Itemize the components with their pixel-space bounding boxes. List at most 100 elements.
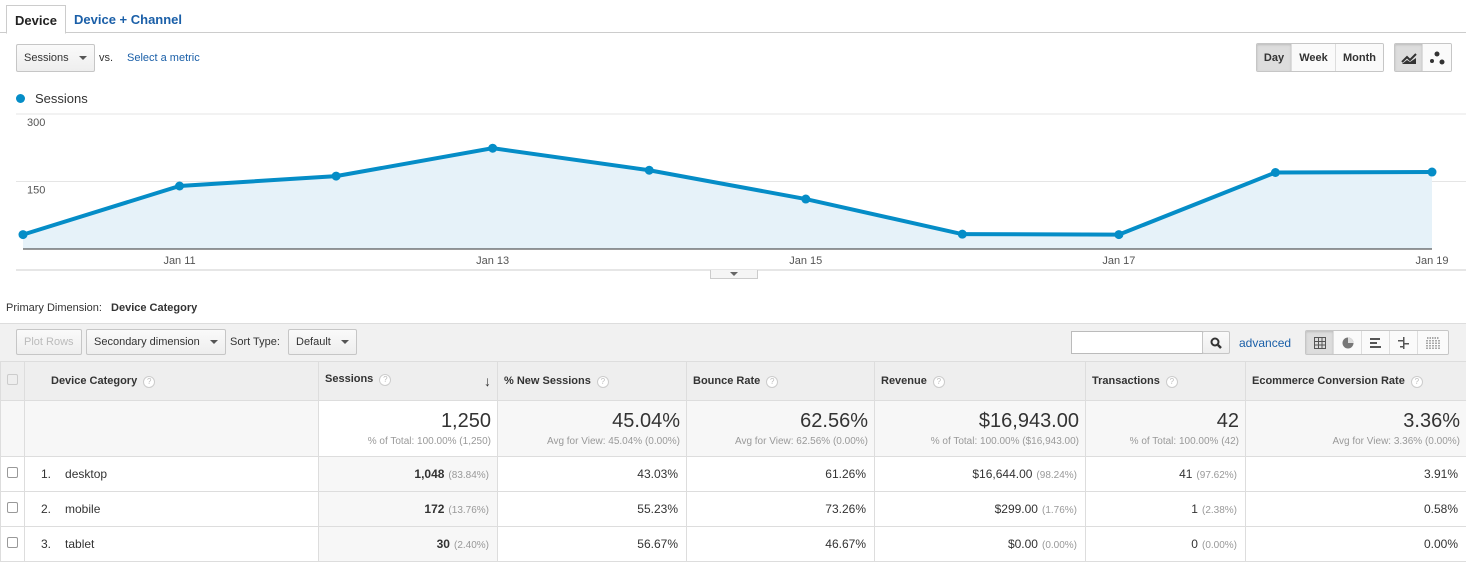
total-value: 45.04% <box>504 410 680 433</box>
transactions-pct: (2.38%) <box>1202 505 1237 516</box>
sessions-value: 172 <box>424 502 444 516</box>
metric-dropdown[interactable]: Sessions <box>16 44 95 72</box>
col-label: % New Sessions <box>504 375 591 387</box>
col-device-category[interactable]: Device Category? <box>25 362 319 401</box>
new-sessions-value: 56.67% <box>498 527 687 562</box>
x-tick-label: Jan 15 <box>789 255 822 267</box>
help-icon[interactable]: ? <box>379 374 391 386</box>
transactions-pct: (0.00%) <box>1202 540 1237 551</box>
revenue-pct: (98.24%) <box>1036 470 1077 481</box>
conversion-rate-value: 0.00% <box>1246 527 1466 562</box>
pivot-view-icon[interactable] <box>1418 331 1448 354</box>
table-view-icon[interactable] <box>1306 331 1334 354</box>
help-icon[interactable]: ? <box>1411 376 1423 388</box>
revenue-pct: (1.76%) <box>1042 505 1077 516</box>
table-row: 2.mobile 172(13.76%) 55.23% 73.26% $299.… <box>1 492 1466 527</box>
x-tick-label: Jan 11 <box>163 255 195 267</box>
month-button[interactable]: Month <box>1336 44 1383 71</box>
conversion-rate-value: 3.91% <box>1246 457 1466 492</box>
tab-device-channel[interactable]: Device + Channel <box>66 5 190 34</box>
device-name[interactable]: tablet <box>65 537 94 551</box>
col-sessions[interactable]: Sessions?↓ <box>319 362 498 401</box>
sort-desc-arrow-icon: ↓ <box>484 373 491 389</box>
advanced-link[interactable]: advanced <box>1239 336 1291 350</box>
search-icon <box>1210 337 1222 349</box>
row-checkbox[interactable] <box>7 467 18 478</box>
bounce-rate-value: 46.67% <box>687 527 875 562</box>
sort-type-value: Default <box>296 336 331 348</box>
row-index: 3. <box>41 537 51 551</box>
transactions-value: 41 <box>1179 467 1192 481</box>
collapse-chart-handle[interactable] <box>710 270 758 279</box>
metric-label: Sessions <box>24 52 69 64</box>
transactions-value: 0 <box>1191 537 1198 551</box>
data-point <box>1271 168 1280 177</box>
device-name[interactable]: mobile <box>65 502 100 516</box>
data-point <box>175 182 184 191</box>
device-name[interactable]: desktop <box>65 467 107 481</box>
help-icon[interactable]: ? <box>933 376 945 388</box>
transactions-pct: (97.62%) <box>1196 470 1237 481</box>
transactions-value: 1 <box>1191 502 1198 516</box>
bounce-rate-value: 73.26% <box>687 492 875 527</box>
vs-label: vs. <box>99 52 113 64</box>
data-point <box>332 172 341 181</box>
chevron-down-icon <box>730 272 738 276</box>
comparison-view-icon[interactable] <box>1390 331 1418 354</box>
help-icon[interactable]: ? <box>143 376 155 388</box>
total-value: $16,943.00 <box>881 410 1079 433</box>
col-transactions[interactable]: Transactions? <box>1086 362 1246 401</box>
plot-rows-button[interactable]: Plot Rows <box>16 329 82 355</box>
primary-dimension-value[interactable]: Device Category <box>111 302 197 314</box>
week-button[interactable]: Week <box>1292 44 1336 71</box>
total-value: 1,250 <box>325 410 491 433</box>
sort-type-dropdown[interactable]: Default <box>288 329 357 355</box>
x-tick-label: Jan 17 <box>1102 255 1135 267</box>
col-bounce-rate[interactable]: Bounce Rate? <box>687 362 875 401</box>
select-all-checkbox[interactable] <box>7 374 18 385</box>
totals-row: 1,250% of Total: 100.00% (1,250) 45.04%A… <box>1 401 1466 457</box>
line-chart-icon[interactable] <box>1395 44 1423 71</box>
new-sessions-value: 55.23% <box>498 492 687 527</box>
col-revenue[interactable]: Revenue? <box>875 362 1086 401</box>
sessions-pct: (13.76%) <box>448 505 489 516</box>
data-point <box>19 230 28 239</box>
x-tick-label: Jan 19 <box>1415 255 1448 267</box>
chevron-down-icon <box>210 340 218 344</box>
col-label: Bounce Rate <box>693 375 760 387</box>
row-index: 2. <box>41 502 51 516</box>
pie-view-icon[interactable] <box>1334 331 1362 354</box>
row-checkbox[interactable] <box>7 502 18 513</box>
sort-type-label: Sort Type: <box>230 336 280 348</box>
help-icon[interactable]: ? <box>1166 376 1178 388</box>
secondary-dimension-dropdown[interactable]: Secondary dimension <box>86 329 226 355</box>
help-icon[interactable]: ? <box>766 376 778 388</box>
motion-chart-icon[interactable] <box>1423 44 1451 71</box>
data-point <box>645 166 654 175</box>
sessions-value: 30 <box>437 537 450 551</box>
total-sub: % of Total: 100.00% (42) <box>1092 436 1239 447</box>
data-table: Device Category? Sessions?↓ % New Sessio… <box>0 361 1466 562</box>
data-point <box>488 144 497 153</box>
search-button[interactable] <box>1202 331 1230 354</box>
row-checkbox[interactable] <box>7 537 18 548</box>
col-label: Transactions <box>1092 375 1160 387</box>
secondary-dimension-label: Secondary dimension <box>94 336 200 348</box>
col-new-sessions[interactable]: % New Sessions? <box>498 362 687 401</box>
tab-device[interactable]: Device <box>6 5 66 34</box>
total-sub: Avg for View: 62.56% (0.00%) <box>693 436 868 447</box>
help-icon[interactable]: ? <box>597 376 609 388</box>
col-ecommerce-conversion-rate[interactable]: Ecommerce Conversion Rate? <box>1246 362 1466 401</box>
select-metric-link[interactable]: Select a metric <box>127 52 200 64</box>
col-label: Device Category <box>51 375 137 387</box>
day-button[interactable]: Day <box>1257 44 1292 71</box>
x-tick-label: Jan 13 <box>476 255 509 267</box>
total-value: 3.36% <box>1252 410 1460 433</box>
bar-view-icon[interactable] <box>1362 331 1390 354</box>
conversion-rate-value: 0.58% <box>1246 492 1466 527</box>
table-search-input[interactable] <box>1071 331 1203 354</box>
data-point <box>1428 168 1437 177</box>
revenue-pct: (0.00%) <box>1042 540 1077 551</box>
revenue-value: $16,644.00 <box>972 467 1032 481</box>
